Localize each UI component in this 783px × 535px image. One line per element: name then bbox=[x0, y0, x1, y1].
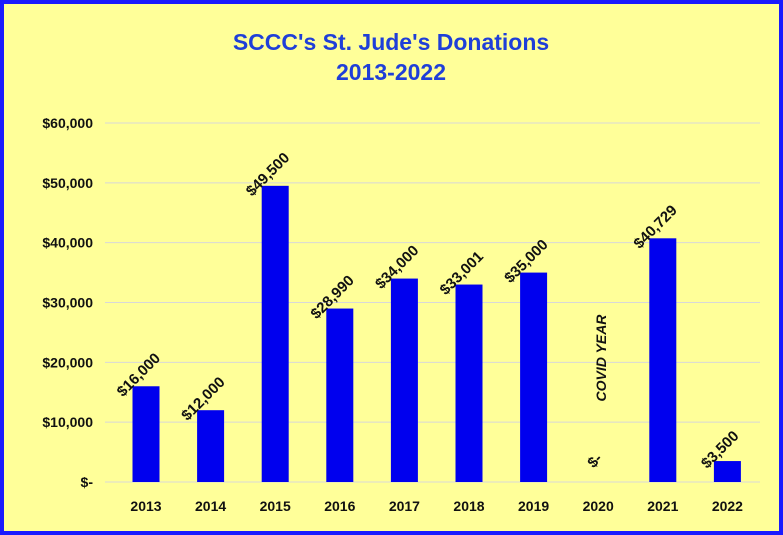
bar-2014 bbox=[197, 410, 225, 482]
x-tick-label: 2016 bbox=[324, 498, 355, 514]
x-tick-label: 2021 bbox=[647, 498, 678, 514]
x-tick-label: 2015 bbox=[260, 498, 291, 514]
bar-2022 bbox=[713, 461, 741, 482]
x-tick-label: 2013 bbox=[130, 498, 161, 514]
bar-2019 bbox=[520, 272, 548, 482]
x-tick-label: 2017 bbox=[389, 498, 420, 514]
y-tick-label: $40,000 bbox=[42, 235, 93, 251]
covid-year-annotation: COVID YEAR bbox=[593, 314, 609, 402]
bar-2021 bbox=[649, 238, 677, 482]
bar-2016 bbox=[326, 308, 354, 482]
x-tick-label: 2020 bbox=[583, 498, 614, 514]
y-tick-label: $20,000 bbox=[42, 354, 93, 370]
bar-2013 bbox=[132, 386, 160, 482]
y-tick-label: $30,000 bbox=[42, 295, 93, 311]
annotations: COVID YEAR bbox=[593, 314, 609, 402]
bars bbox=[132, 185, 741, 482]
x-tick-label: 2014 bbox=[195, 498, 226, 514]
data-label-2020: $- bbox=[584, 450, 605, 471]
y-tick-label: $50,000 bbox=[42, 175, 93, 191]
chart-title-line1: SCCC's St. Jude's Donations bbox=[233, 29, 549, 55]
x-axis: 2013 2014 2015 2016 2017 2018 2019 2020 2021 2022 bbox=[130, 498, 743, 514]
y-tick-label: $- bbox=[81, 474, 94, 490]
y-axis: $- $10,000 $20,000 $30,000 $40,000 $50,000 $60… bbox=[42, 115, 93, 490]
y-tick-label: $60,000 bbox=[42, 115, 93, 131]
y-tick-label: $10,000 bbox=[42, 414, 93, 430]
x-tick-label: 2019 bbox=[518, 498, 549, 514]
bar-2017 bbox=[390, 278, 418, 482]
chart-title-line2: 2013-2022 bbox=[336, 59, 446, 85]
x-tick-label: 2022 bbox=[712, 498, 743, 514]
bar-2018 bbox=[455, 284, 483, 482]
bar-2015 bbox=[261, 185, 289, 482]
x-tick-label: 2018 bbox=[453, 498, 484, 514]
